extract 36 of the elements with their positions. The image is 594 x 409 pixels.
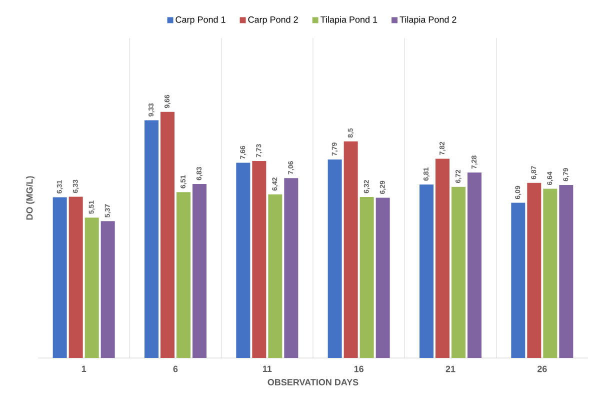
legend-label: Tilapia Pond 2 [400,16,456,25]
bar [192,184,207,358]
bar [144,120,159,358]
bar [360,196,374,358]
bar [451,186,466,358]
bar [68,196,83,358]
bar [84,218,99,358]
x-tick-label: 1 [82,366,86,372]
x-axis-title: OBSERVATION DAYS [268,379,358,386]
bar [100,221,115,358]
bar [527,182,542,358]
bar [160,112,175,358]
bar [467,172,482,358]
bar [419,184,434,358]
legend-label: Tilapia Pond 1 [320,16,378,25]
bar [176,192,191,358]
bar [284,178,298,358]
bar [559,184,574,358]
x-tick-label: 21 [446,366,456,372]
bar [236,162,250,358]
bar [328,159,342,358]
x-tick-label: 26 [537,366,547,372]
legend-label: Carp Pond 1 [176,16,226,25]
bar [511,202,526,358]
x-tick-label: 16 [354,366,364,372]
bar [376,198,390,358]
x-tick-label: 11 [262,366,272,372]
bar [52,197,67,358]
x-tick-label: 6 [173,366,178,372]
bar [344,141,358,358]
bar [252,161,266,358]
bar [436,158,450,358]
legend-label: Carp Pond 2 [248,16,298,25]
y-axis-title: DO (MG/L) [26,176,34,220]
bar [543,188,558,358]
bar [268,194,282,358]
